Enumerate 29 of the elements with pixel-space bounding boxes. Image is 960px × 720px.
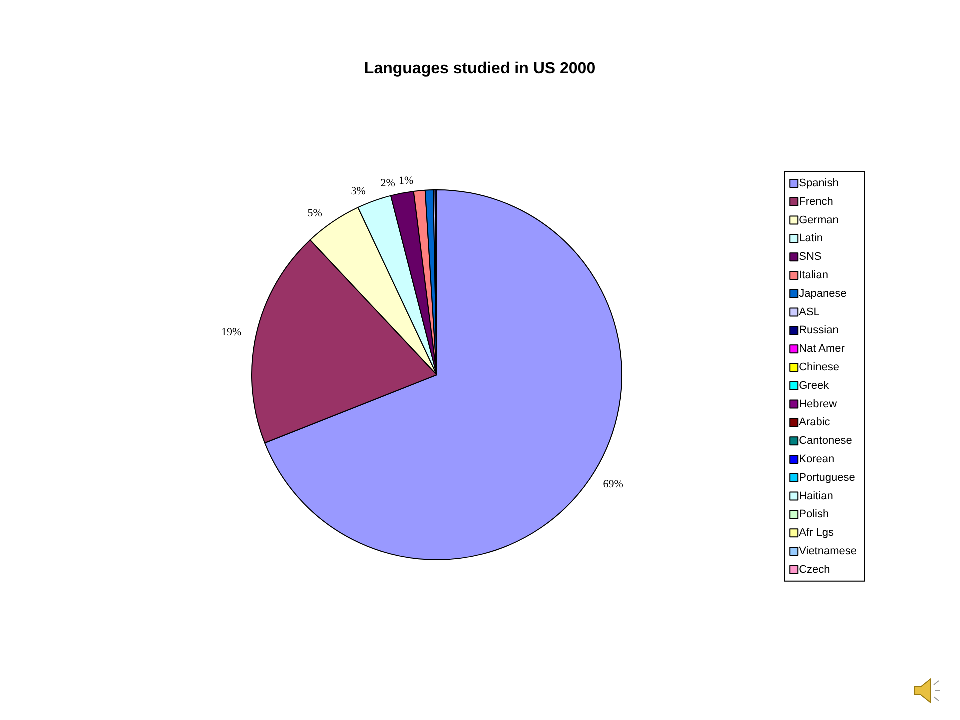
legend-label: Russian bbox=[799, 324, 839, 337]
legend-label: German bbox=[799, 214, 839, 226]
legend-label: Arabic bbox=[799, 416, 831, 429]
legend-label: Hebrew bbox=[799, 398, 838, 410]
data-label: 69% bbox=[603, 478, 624, 491]
legend-label: SNS bbox=[799, 251, 822, 264]
legend-label: Japanese bbox=[799, 288, 847, 300]
legend-label: Afr Lgs bbox=[799, 527, 834, 540]
legend-label: Haitian bbox=[799, 490, 834, 502]
legend-label: Greek bbox=[799, 380, 830, 392]
data-label: 1% bbox=[398, 174, 414, 187]
legend-label: Nat Amer bbox=[799, 343, 846, 356]
data-label: 3% bbox=[351, 186, 366, 198]
legend-label: ASL bbox=[799, 306, 820, 318]
data-label: 19% bbox=[222, 326, 242, 338]
legend-label: French bbox=[799, 196, 834, 208]
legend-label: Italian bbox=[799, 270, 828, 282]
legend-label: Vietnamese bbox=[799, 546, 857, 558]
legend-label: Latin bbox=[799, 232, 823, 245]
legend-label: Chinese bbox=[799, 362, 840, 374]
legend-label: Portuguese bbox=[799, 472, 856, 484]
legend-label: Cantonese bbox=[799, 435, 852, 448]
data-label: 5% bbox=[308, 208, 322, 220]
legend-label: Polish bbox=[799, 508, 830, 521]
legend-label: Czech bbox=[799, 564, 830, 576]
legend-label: Korean bbox=[799, 454, 835, 466]
chart-title: Languages studied in US 2000 bbox=[364, 60, 596, 78]
legend-label: Spanish bbox=[799, 178, 839, 190]
data-label: 2% bbox=[380, 177, 396, 190]
